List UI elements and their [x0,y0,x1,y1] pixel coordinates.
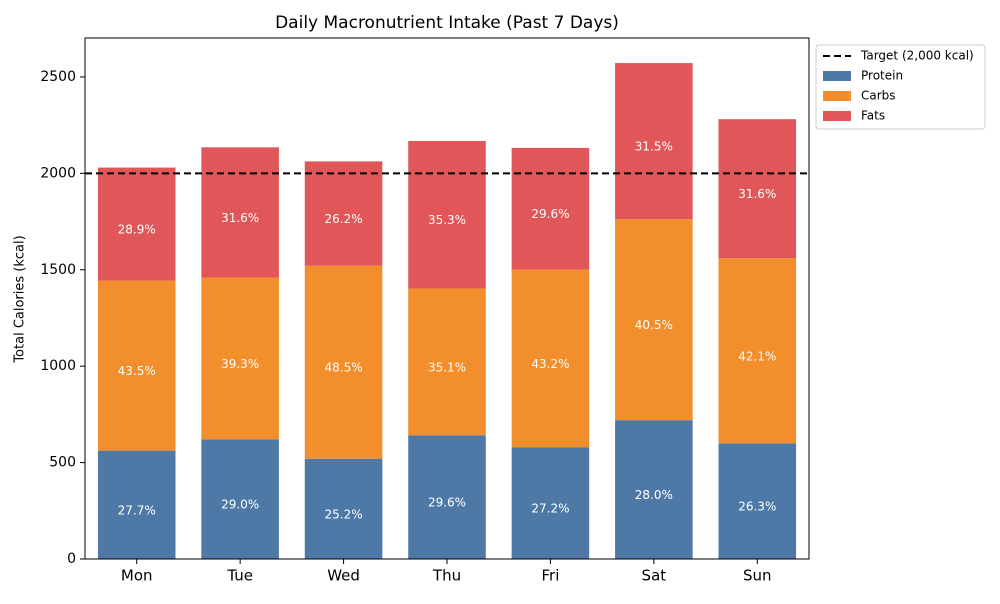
x-tick-label: Tue [226,567,253,585]
value-label: 26.2% [325,212,363,226]
value-label: 31.6% [221,211,259,225]
bar-segment [97,167,176,281]
value-label: 28.9% [118,223,156,237]
x-tick-label: Wed [327,567,360,585]
legend-label: Protein [861,69,903,83]
value-label: 31.6% [738,187,776,201]
y-tick-label: 2500 [40,69,76,85]
legend-box [815,44,986,130]
legend-swatch [823,91,851,101]
plot-frame [84,37,810,560]
bar-segment [304,265,383,459]
value-label: 29.0% [221,498,259,512]
x-tick-label: Sat [642,567,667,585]
value-label: 31.5% [635,140,673,154]
legend-label: Carbs [861,89,896,103]
value-label: 43.5% [118,364,156,378]
bar-segment [97,280,176,451]
value-label: 39.3% [221,357,259,371]
value-label: 25.2% [325,507,363,521]
y-tick-label: 1500 [40,262,76,278]
bar-segment [718,258,797,444]
bar-segment [511,447,590,559]
y-tick-label: 500 [49,455,76,471]
x-tick-label: Sun [743,567,772,585]
y-axis-label: Total Calories (kcal) [13,235,28,363]
bar-segment [304,161,383,266]
bar-segment [408,288,486,436]
y-tick-label: 2000 [40,165,76,181]
value-label: 27.2% [531,502,569,516]
value-label: 35.3% [428,213,466,227]
value-label: 48.5% [325,361,363,375]
bar-segment [511,147,590,270]
chart-title: Daily Macronutrient Intake (Past 7 Days) [275,13,619,33]
x-tick-label: Mon [121,567,153,585]
bar-segment [97,450,176,559]
bar-segment [615,420,693,559]
bar-segment [615,63,693,220]
legend-label: Target (2,000 kcal) [860,49,974,63]
bar-segment [408,435,486,559]
bar-segment [304,458,383,559]
value-label: 43.2% [531,357,569,371]
value-label: 28.0% [635,488,673,502]
value-label: 35.1% [428,360,466,374]
value-label: 42.1% [738,349,776,363]
bar-segment [201,147,279,278]
legend-swatch [823,111,851,121]
y-tick-label: 1000 [40,358,76,374]
bar-segment [201,277,279,440]
bar-segment [718,119,797,259]
legend-label: Fats [861,109,885,123]
value-label: 40.5% [635,318,673,332]
x-tick-label: Thu [432,567,461,585]
bar-segment [718,443,797,559]
legend-swatch [823,71,851,81]
value-label: 29.6% [531,207,569,221]
bar-segment [615,219,693,421]
y-tick-label: 0 [67,551,76,567]
bar-segment [511,269,590,448]
value-label: 26.3% [738,500,776,514]
value-label: 29.6% [428,496,466,510]
bar-segment [201,439,279,559]
bar-segment [408,140,486,289]
x-tick-label: Fri [541,567,559,585]
value-label: 27.7% [118,503,156,517]
